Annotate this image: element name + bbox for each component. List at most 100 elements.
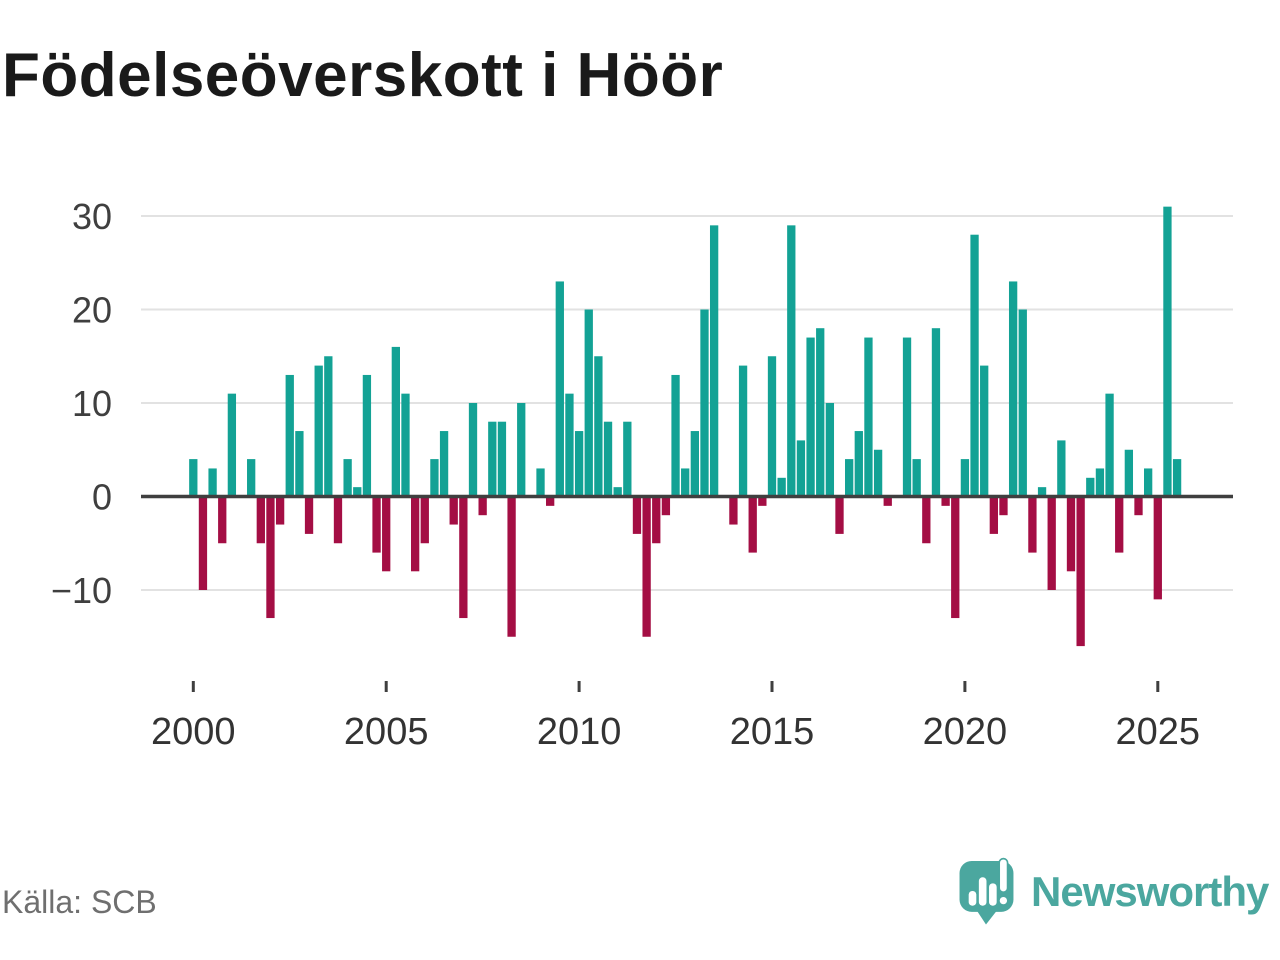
bar-2020Q3 [980, 365, 989, 497]
x-tick-label-2015: 2015 [730, 711, 815, 753]
bar-2022Q1 [1037, 487, 1047, 497]
bar-2010Q2 [584, 309, 593, 497]
bar-2008Q2 [507, 496, 516, 637]
y-tick-label-10: 10 [72, 383, 112, 424]
x-tick-label-2020: 2020 [923, 711, 1008, 753]
y-tick-label-20: 20 [72, 290, 112, 331]
bar-2011Q1 [613, 487, 622, 497]
bar-2013Q1 [690, 431, 699, 497]
bar-2019Q2 [931, 328, 941, 497]
bar-2008Q1 [497, 421, 507, 497]
bar-2017Q1 [845, 459, 854, 497]
x-tick-label-2000: 2000 [151, 711, 236, 753]
bar-2016Q2 [816, 328, 825, 497]
bar-2001Q1 [227, 393, 237, 497]
bar-2014Q3 [748, 496, 757, 553]
x-tick-label-2010: 2010 [537, 711, 622, 753]
bar-2018Q4 [912, 459, 921, 497]
bar-2018Q1 [883, 496, 892, 506]
bar-2024Q4 [1144, 468, 1153, 497]
bar-2020Q1 [960, 459, 970, 497]
bar-2016Q3 [825, 403, 835, 497]
bar-2000Q1 [189, 459, 198, 497]
bar-2006Q2 [430, 459, 439, 497]
bar-2016Q1 [806, 337, 815, 497]
logo-bar-tall [978, 877, 987, 906]
bar-2021Q4 [1028, 496, 1037, 553]
logo-exclamation-dot [998, 895, 1009, 906]
bar-2002Q4 [295, 431, 304, 497]
bar-2010Q4 [603, 421, 613, 497]
bar-2003Q1 [304, 496, 314, 534]
newsworthy-logo: Newsworthy [958, 856, 1269, 928]
bar-2019Q1 [922, 496, 931, 544]
bar-2024Q3 [1134, 496, 1143, 516]
bar-2000Q2 [198, 496, 208, 590]
bar-2002Q1 [266, 496, 275, 619]
bar-2006Q4 [449, 496, 458, 525]
bar-2009Q4 [565, 393, 574, 497]
bar-2015Q1 [767, 356, 777, 497]
bar-2019Q3 [941, 496, 950, 506]
bar-2003Q3 [324, 356, 333, 497]
bar-2017Q2 [854, 431, 863, 497]
bar-2020Q4 [989, 496, 998, 534]
bar-2011Q2 [623, 421, 632, 497]
bar-2006Q3 [439, 431, 449, 497]
bar-2005Q2 [391, 346, 400, 497]
bar-2001Q3 [247, 459, 256, 497]
bar-2022Q4 [1066, 496, 1076, 572]
bar-2016Q4 [835, 496, 844, 534]
bar-2011Q3 [632, 496, 642, 534]
x-tick-label-2005: 2005 [344, 711, 429, 753]
bar-2007Q4 [488, 421, 497, 497]
bar-2015Q2 [777, 477, 786, 497]
bar-2011Q4 [642, 496, 651, 637]
bar-2014Q4 [758, 496, 767, 506]
bar-2003Q2 [314, 365, 323, 497]
x-tick-label-2025: 2025 [1116, 711, 1201, 753]
bar-2000Q3 [208, 468, 217, 497]
bar-2005Q1 [382, 496, 391, 572]
bar-2024Q1 [1115, 496, 1124, 553]
y-tick-label--10: −10 [51, 570, 112, 611]
logo-bubble-tail [975, 908, 999, 925]
bar-2022Q3 [1057, 440, 1066, 497]
bar-2018Q3 [902, 337, 912, 497]
bar-2005Q3 [401, 393, 410, 497]
bar-2015Q4 [796, 440, 806, 497]
bar-2004Q3 [362, 374, 372, 497]
bar-2012Q2 [661, 496, 671, 516]
bar-2023Q4 [1105, 393, 1114, 497]
bar-2013Q2 [700, 309, 709, 497]
y-tick-label-0: 0 [92, 477, 112, 518]
bar-2008Q3 [517, 403, 526, 497]
bar-2015Q3 [787, 225, 796, 497]
logo-exclamation-stem [998, 857, 1009, 894]
bar-2010Q1 [574, 431, 584, 497]
newsworthy-bubble-chart-icon [959, 857, 1014, 925]
y-tick-label-30: 30 [72, 196, 112, 237]
bar-2012Q4 [681, 468, 690, 497]
bar-2010Q3 [594, 356, 603, 497]
bar-2014Q1 [729, 496, 738, 525]
bars [189, 206, 1182, 647]
bar-2021Q2 [1008, 281, 1018, 497]
bar-2001Q4 [256, 496, 265, 544]
bar-2007Q2 [468, 403, 478, 497]
bar-2014Q2 [738, 365, 748, 497]
bar-2012Q3 [671, 374, 680, 497]
bar-2000Q4 [218, 496, 227, 544]
bar-2017Q4 [873, 449, 883, 497]
bar-2009Q1 [536, 468, 545, 497]
bar-2024Q2 [1124, 449, 1134, 497]
bar-2012Q1 [652, 496, 661, 544]
bar-2023Q2 [1086, 477, 1095, 497]
bar-2002Q3 [285, 374, 294, 497]
bar-2007Q1 [459, 496, 468, 619]
bar-2002Q2 [275, 496, 285, 525]
bar-2004Q2 [353, 487, 362, 497]
bar-2023Q1 [1076, 496, 1085, 647]
